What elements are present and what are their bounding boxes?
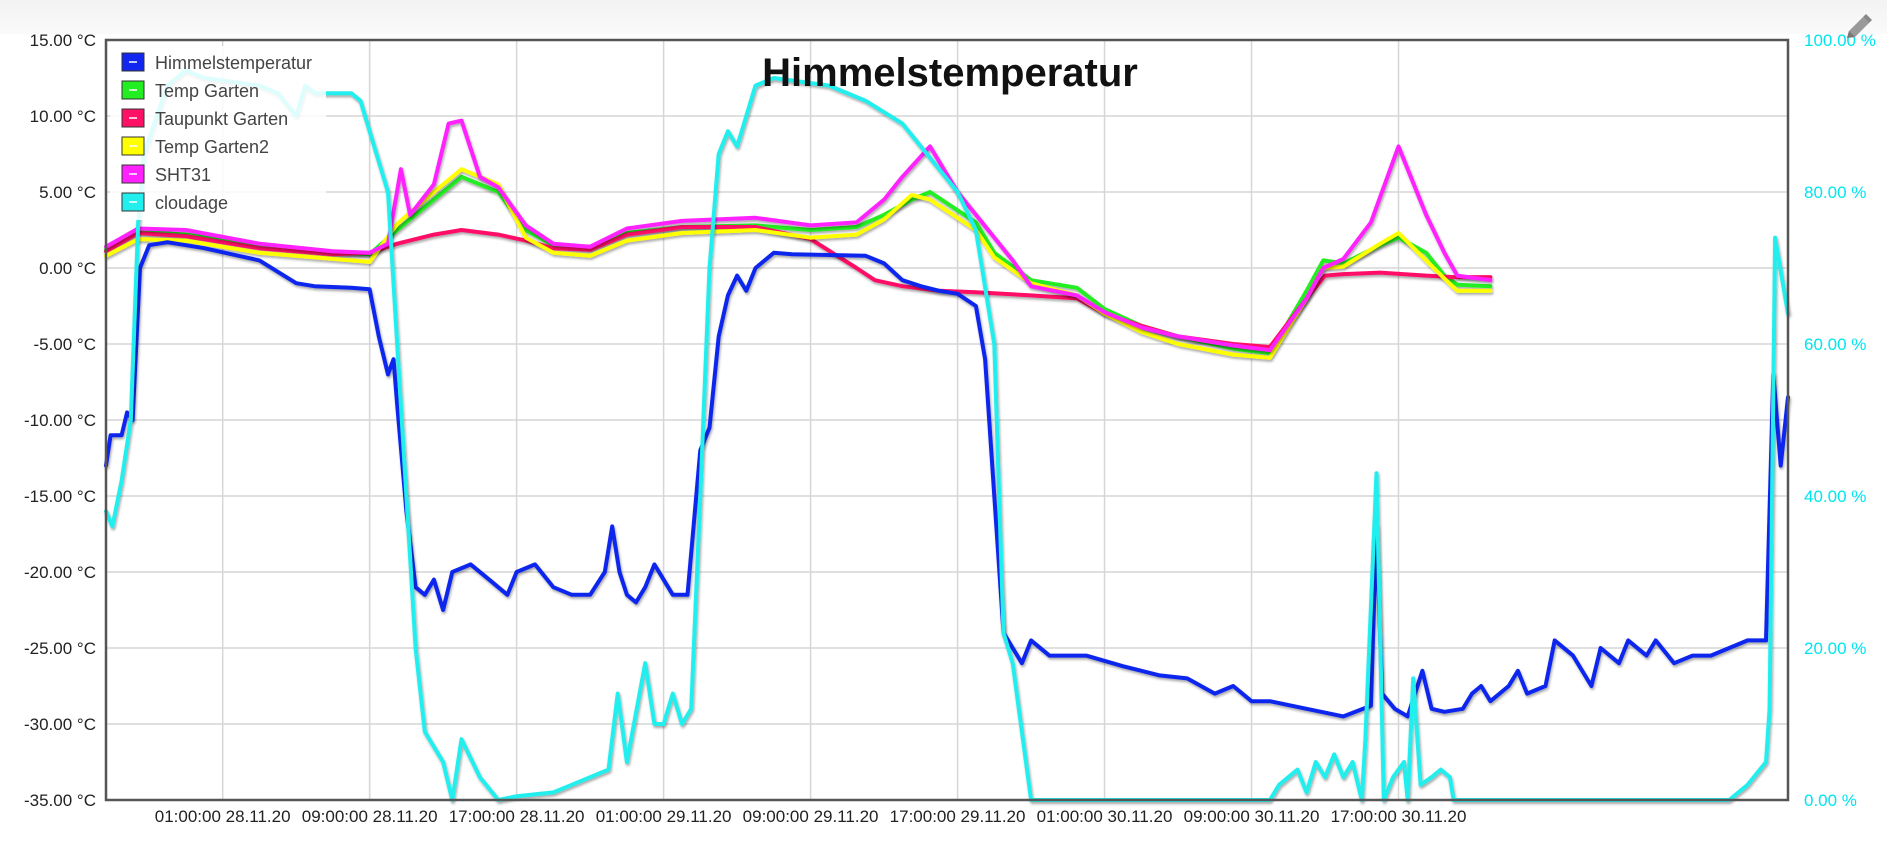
x-tick-label: 09:00:00 30.11.20 [1184,807,1320,826]
legend-background [110,46,326,220]
y-left-tick-label: 5.00 °C [39,183,96,202]
x-tick-label: 17:00:00 30.11.20 [1331,807,1467,826]
x-tick-label: 01:00:00 30.11.20 [1037,807,1173,826]
y-left-tick-label: -20.00 °C [24,563,96,582]
y-left-tick-label: -30.00 °C [24,715,96,734]
right-axis: 100.00 % 80.00 % 60.00 % 40.00 % 20.00 % 0.00… [1804,31,1876,810]
grid [106,39,1788,801]
legend-label: Taupunkt Garten [155,109,288,129]
top-toolbar [0,0,1887,34]
series-line-cloudage [104,68,1790,802]
x-tick-label: 09:00:00 28.11.20 [302,807,438,826]
legend-label: Himmelstemperatur [155,53,312,73]
legend-label: Temp Garten2 [155,137,269,157]
x-axis: 01:00:00 28.11.20 09:00:00 28.11.20 17:00:… [155,807,1467,826]
x-tick-label: 01:00:00 29.11.20 [596,807,732,826]
y-left-tick-label: -25.00 °C [24,639,96,658]
y-left-tick-label: -35.00 °C [24,791,96,810]
x-tick-label: 01:00:00 28.11.20 [155,807,291,826]
chart-title: Himmelstemperatur [762,51,1138,95]
y-right-tick-label: 60.00 % [1804,335,1866,354]
legend-label: Temp Garten [155,81,259,101]
y-left-tick-label: 10.00 °C [30,107,96,126]
y-left-tick-label: 0.00 °C [39,259,96,278]
legend[interactable]: Himmelstemperatur Temp Garten Taupunkt Gar… [110,46,326,220]
y-left-tick-label: 15.00 °C [30,31,96,50]
y-right-tick-label: 0.00 % [1804,791,1857,810]
x-tick-label: 17:00:00 28.11.20 [449,807,585,826]
plot-frame [104,38,1790,802]
series-layer [104,68,1790,802]
legend-label: SHT31 [155,165,211,185]
y-right-tick-label: 20.00 % [1804,639,1866,658]
y-left-tick-label: -10.00 °C [24,411,96,430]
y-left-tick-label: -5.00 °C [33,335,96,354]
y-right-tick-label: 80.00 % [1804,183,1866,202]
x-tick-label: 17:00:00 29.11.20 [890,807,1026,826]
left-axis: 15.00 °C 10.00 °C 5.00 °C 0.00 °C -5.00 °C -1… [24,31,96,810]
y-left-tick-label: -15.00 °C [24,487,96,506]
legend-label: cloudage [155,193,228,213]
x-tick-label: 09:00:00 29.11.20 [743,807,879,826]
series-line-sht31 [104,118,1493,353]
y-right-tick-label: 40.00 % [1804,487,1866,506]
y-right-tick-label: 100.00 % [1804,31,1876,50]
pencil-icon[interactable] [1841,12,1875,46]
